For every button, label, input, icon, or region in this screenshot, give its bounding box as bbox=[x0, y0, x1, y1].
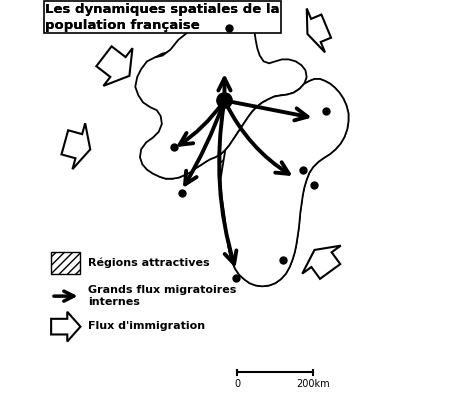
Polygon shape bbox=[160, 79, 348, 286]
Text: 0: 0 bbox=[234, 380, 240, 389]
Text: Les dynamiques spatiales de la
population française: Les dynamiques spatiales de la populatio… bbox=[45, 3, 280, 32]
Polygon shape bbox=[302, 246, 341, 279]
Text: Flux d'immigration: Flux d'immigration bbox=[88, 321, 205, 331]
Polygon shape bbox=[96, 46, 132, 86]
Polygon shape bbox=[220, 79, 348, 286]
Text: 200km: 200km bbox=[297, 380, 330, 389]
Text: Régions attractives: Régions attractives bbox=[88, 258, 210, 268]
Polygon shape bbox=[51, 312, 81, 342]
Text: Les dynamiques spatiales de la
population française: Les dynamiques spatiales de la populatio… bbox=[45, 3, 280, 32]
Polygon shape bbox=[307, 9, 331, 52]
Polygon shape bbox=[62, 123, 90, 169]
Text: Grands flux migratoires
internes: Grands flux migratoires internes bbox=[88, 285, 237, 307]
Polygon shape bbox=[155, 51, 185, 74]
Polygon shape bbox=[135, 20, 307, 179]
Bar bbox=[51, 252, 81, 274]
